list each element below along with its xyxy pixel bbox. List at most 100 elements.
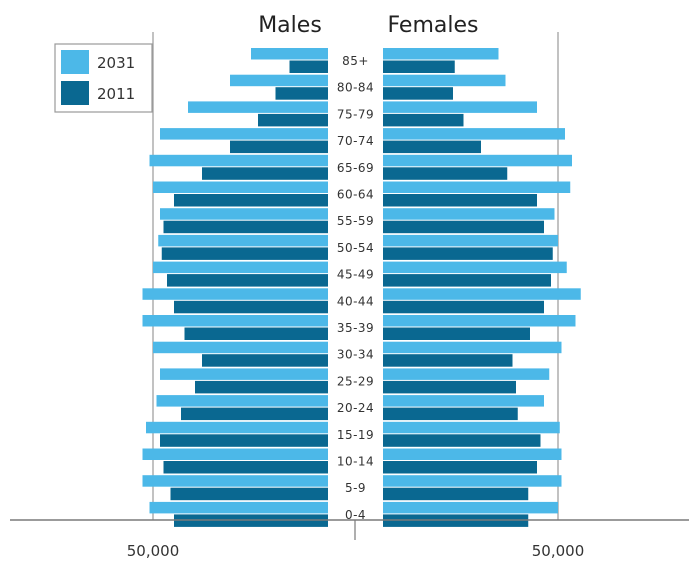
age-label-45-49: 45-49 [337,268,374,282]
bar-2011-females-10-14 [383,461,537,474]
age-label-15-19: 15-19 [337,428,374,442]
age-label-70-74: 70-74 [337,134,374,148]
bar-2011-females-35-39 [383,327,530,340]
bar-2011-females-80-84 [383,87,453,100]
bar-2031-females-40-44 [383,288,581,300]
heading-males: Males [258,13,322,38]
bar-2031-males-35-39 [142,315,328,327]
bar-2031-males-45-49 [153,261,328,274]
bar-2011-females-15-19 [383,434,541,447]
legend-label-2031: 2031 [97,54,135,72]
age-label-0-4: 0-4 [345,508,366,522]
bar-2011-females-75-79 [383,113,464,127]
age-label-20-24: 20-24 [337,401,374,415]
bar-2031-males-20-24 [156,395,328,407]
bar-2031-females-35-39 [383,315,576,327]
bar-2031-females-60-64 [383,181,571,193]
age-label-35-39: 35-39 [337,321,374,335]
tick-label-right: 50,000 [532,542,585,560]
age-label-30-34: 30-34 [337,348,374,362]
bar-2031-males-65-69 [149,154,328,167]
bar-2031-males-25-29 [160,368,328,380]
bar-2011-males-60-64 [174,194,328,207]
tick-labels: 50,000 50,000 [127,542,585,560]
bar-2011-males-15-19 [160,434,328,447]
bar-2031-females-55-59 [383,208,555,220]
bar-2031-males-55-59 [160,208,328,220]
bar-2011-males-55-59 [163,220,328,234]
bar-2031-females-10-14 [383,448,562,460]
bar-2031-females-25-29 [383,368,550,380]
age-label-65-69: 65-69 [337,161,374,175]
bar-2031-females-20-24 [383,395,544,407]
bar-2011-females-25-29 [383,380,516,394]
bar-2011-males-5-9 [170,487,328,501]
bar-2011-males-70-74 [230,140,328,154]
bar-2031-females-70-74 [383,128,565,140]
bar-2011-females-40-44 [383,300,544,314]
bar-2011-females-30-34 [383,354,513,367]
age-label-5-9: 5-9 [345,481,366,495]
age-label-50-54: 50-54 [337,241,374,255]
bar-2031-males-75-79 [188,101,328,113]
legend-label-2011: 2011 [97,85,135,103]
heading-females: Females [387,13,478,38]
bar-2011-females-20-24 [383,407,518,421]
bar-2031-females-0-4 [383,501,558,514]
bar-2031-females-75-79 [383,101,537,113]
bar-2031-females-85+ [383,48,499,60]
bar-2011-females-70-74 [383,140,481,154]
x-axis [10,519,689,540]
gridlines [152,32,559,520]
bar-2011-males-50-54 [161,247,328,260]
bar-2031-males-30-34 [153,341,328,354]
bar-2011-males-40-44 [174,300,328,314]
bar-2011-males-30-34 [202,354,328,367]
bar-2011-females-65-69 [383,167,508,180]
bar-2031-males-40-44 [142,288,328,300]
bar-2031-males-0-4 [149,501,328,514]
bar-2031-females-30-34 [383,341,562,354]
age-label-60-64: 60-64 [337,188,374,202]
bar-2031-females-5-9 [383,475,562,487]
bar-2011-females-45-49 [383,274,551,287]
bar-2031-females-80-84 [383,74,506,87]
age-label-25-29: 25-29 [337,374,374,388]
age-label-80-84: 80-84 [337,81,374,95]
legend: 2031 2011 [54,43,153,113]
bar-2011-males-85+ [289,60,328,73]
bar-2011-males-20-24 [181,407,328,421]
age-labels: 85+ 80-84 75-79 70-74 65-69 60-64 55-59 50-54 45… [337,54,374,522]
age-label-85+: 85+ [342,54,369,68]
bar-2011-males-75-79 [258,113,328,127]
tick-label-left: 50,000 [127,542,180,560]
bar-2011-males-45-49 [167,274,328,287]
bar-2031-males-60-64 [153,181,328,193]
age-label-40-44: 40-44 [337,294,374,308]
bar-2031-females-65-69 [383,154,572,167]
age-label-55-59: 55-59 [337,214,374,228]
legend-swatch-2031 [61,50,89,74]
bar-2031-males-15-19 [146,421,328,434]
bar-2011-males-10-14 [163,461,328,474]
legend-swatch-2011 [61,81,89,105]
bar-2011-females-5-9 [383,487,529,501]
bar-2011-males-25-29 [195,380,328,394]
bar-2011-females-60-64 [383,194,537,207]
bars [142,48,581,527]
age-label-75-79: 75-79 [337,107,374,121]
bar-2011-females-50-54 [383,247,553,260]
age-label-10-14: 10-14 [337,455,374,469]
bar-2031-males-10-14 [142,448,328,460]
bar-2031-males-5-9 [142,475,328,487]
bar-2031-males-70-74 [160,128,328,140]
bar-2011-females-55-59 [383,220,544,234]
bar-2031-males-85+ [251,48,328,60]
bar-2011-males-80-84 [275,87,328,100]
bar-2011-males-65-69 [202,167,328,180]
bar-2011-females-85+ [383,60,455,73]
bar-2031-females-45-49 [383,261,567,274]
bar-2011-males-35-39 [184,327,328,340]
bar-2031-males-80-84 [230,74,328,87]
